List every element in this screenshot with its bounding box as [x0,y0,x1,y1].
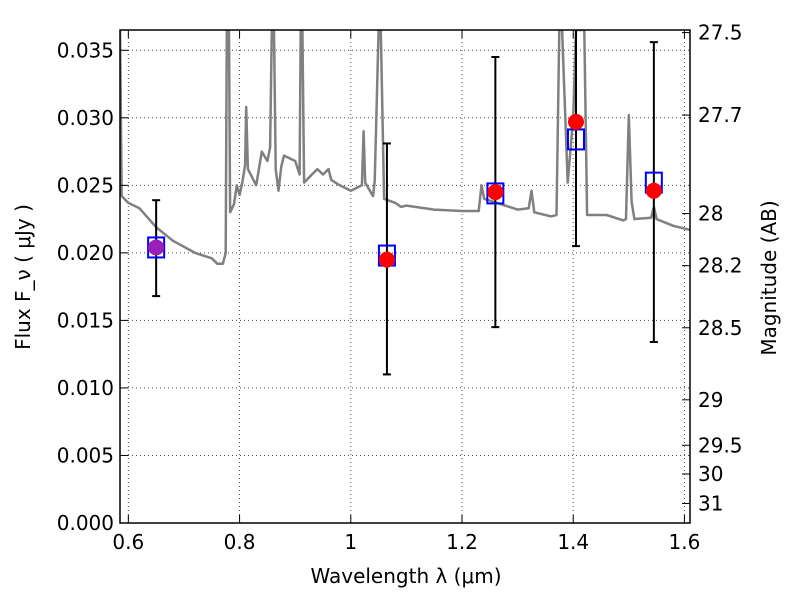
x-tick-label: 1.6 [669,530,701,554]
plot-area [120,30,690,376]
grid [120,30,690,524]
y-tick-label: 0.030 [57,106,114,130]
y-tick-label: 0.025 [57,173,114,197]
y-axis-title: Flux F_ν ( μJy ) [11,204,35,350]
x-tick-label: 1.4 [557,530,589,554]
y-tick-label: 0.010 [57,376,114,400]
y2-tick-label: 30 [698,462,723,486]
y2-tick-label: 28.2 [698,254,743,278]
y-tick-label: 0.000 [57,511,114,535]
x-tick-label: 1.2 [446,530,478,554]
axes: 0.6 0.8 1 1.2 1.4 1.6 0.000 0.005 0.010 0.015 0.02… [57,21,743,554]
y2-tick-label: 29.5 [698,433,743,457]
y2-tick-label: 28 [698,202,723,226]
y2-tick-label: 28.5 [698,316,743,340]
y2-tick-label: 27.5 [698,21,743,45]
observed-point [378,251,395,268]
x-tick-label: 0.6 [112,530,144,554]
observed-point [148,239,165,256]
x-tick-label: 0.8 [224,530,256,554]
y2-tick-label: 29 [698,388,723,412]
y-tick-label: 0.015 [57,308,114,332]
y2-axis-title: Magnitude (AB) [757,200,781,355]
y-tick-label: 0.035 [57,38,114,62]
observed-point [645,182,662,199]
y2-tick-label: 31 [698,491,723,515]
axes-frame [119,29,691,524]
x-tick-label: 1 [344,530,357,554]
x-axis-title: Wavelength λ (μm) [310,564,501,588]
y-tick-label: 0.005 [57,443,114,467]
y-tick-label: 0.020 [57,241,114,265]
template-spectrum-line [120,30,690,265]
model-square-marker [486,182,505,205]
observed-point [487,184,504,201]
observed-point [568,113,584,130]
y2-tick-label: 27.7 [698,103,743,127]
